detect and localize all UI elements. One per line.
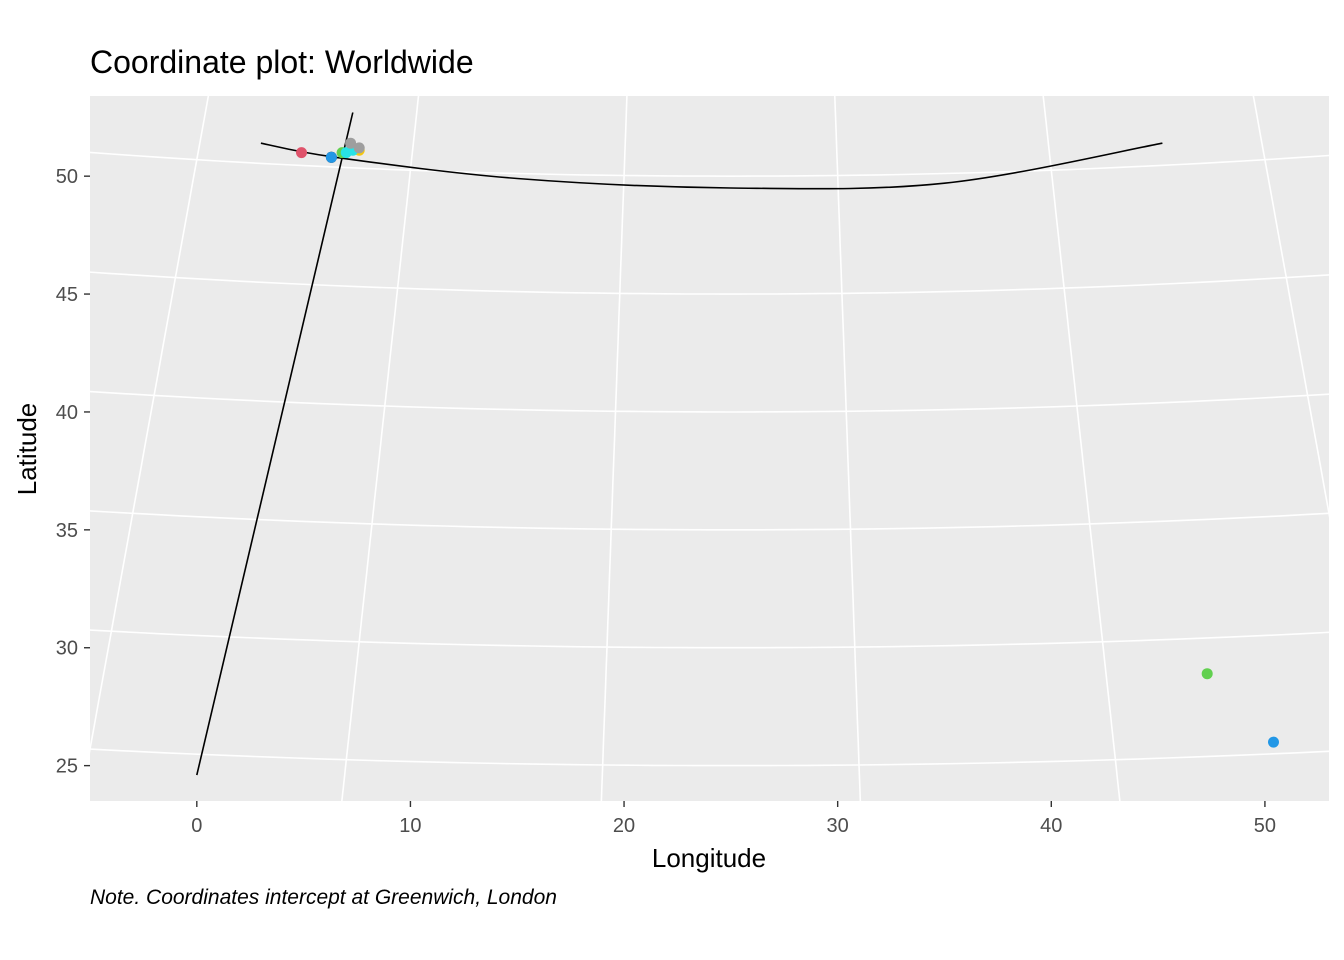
x-tick-label-30: 30 bbox=[827, 815, 849, 837]
parallel-gridline-35 bbox=[90, 510, 1329, 531]
parallel-gridline-45 bbox=[90, 271, 1329, 295]
parallel-gridline-30 bbox=[90, 629, 1329, 649]
data-point-11 bbox=[1268, 736, 1279, 748]
data-point-9 bbox=[353, 142, 365, 154]
y-tick-label-40: 40 bbox=[56, 402, 78, 424]
meridian-gridline-30 bbox=[834, 96, 862, 801]
y-tick-label-25: 25 bbox=[56, 756, 78, 778]
chart-note: Note. Coordinates intercept at Greenwich… bbox=[90, 886, 557, 909]
x-tick-label-40: 40 bbox=[1040, 815, 1062, 837]
data-point-8 bbox=[345, 137, 357, 149]
x-tick-label-50: 50 bbox=[1254, 815, 1276, 837]
x-axis-label: Longitude bbox=[652, 843, 766, 873]
parallel-gridline-55 bbox=[0, 5, 1344, 59]
y-axis-ticks: 25 30 35 40 45 50 bbox=[56, 166, 90, 778]
parallel-gridline-15 bbox=[0, 948, 1344, 960]
y-tick-label-50: 50 bbox=[56, 166, 78, 188]
x-tick-label-10: 10 bbox=[399, 815, 421, 837]
y-tick-label-45: 45 bbox=[56, 284, 78, 306]
data-point-1 bbox=[296, 147, 307, 159]
reference-line-parallel bbox=[260, 142, 1163, 190]
meridian-gridline-10 bbox=[341, 96, 420, 801]
meridian-gridline-40 bbox=[1042, 96, 1121, 801]
parallel-gridline-40 bbox=[90, 390, 1329, 413]
chart-title: Coordinate plot: Worldwide bbox=[90, 44, 474, 80]
x-tick-label-20: 20 bbox=[613, 815, 635, 837]
meridian-gridline-20 bbox=[600, 96, 628, 801]
reference-line-meridian bbox=[196, 112, 354, 776]
data-point-10 bbox=[1201, 668, 1213, 680]
meridian-gridline-50 bbox=[1252, 96, 1329, 518]
y-axis-label: Latitude bbox=[12, 403, 42, 496]
y-tick-label-35: 35 bbox=[56, 520, 78, 542]
x-axis-ticks: 0 10 20 30 40 50 bbox=[191, 801, 1276, 837]
x-tick-label-0: 0 bbox=[191, 815, 202, 837]
parallel-gridline-50 bbox=[90, 151, 1329, 178]
plot-panel bbox=[90, 96, 1329, 801]
data-points bbox=[296, 137, 1279, 748]
meridian-gridline-0 bbox=[90, 96, 210, 754]
y-tick-label-30: 30 bbox=[56, 638, 78, 660]
reference-lines bbox=[196, 112, 1163, 776]
data-point-3 bbox=[325, 151, 337, 163]
parallel-gridline-25 bbox=[90, 748, 1329, 767]
